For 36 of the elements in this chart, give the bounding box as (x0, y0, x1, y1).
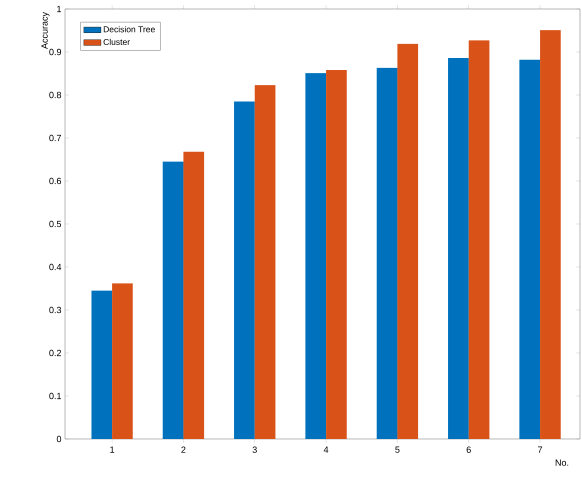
bar (183, 152, 204, 439)
bar (468, 40, 490, 439)
bar (376, 68, 398, 439)
bar (112, 283, 133, 439)
y-tick-label: 0 (56, 436, 62, 442)
bar (519, 60, 540, 439)
y-tick-label: 0.4 (49, 264, 62, 270)
y-tick-label: 0.7 (49, 134, 62, 142)
bar (234, 101, 255, 439)
x-tick-label: 3 (252, 446, 257, 453)
bar (254, 85, 276, 439)
y-axis-title: Accuracy (41, 12, 50, 49)
x-axis-title: No. (556, 460, 568, 466)
bar (91, 290, 112, 439)
bar (397, 44, 418, 439)
x-tick-label: 7 (538, 446, 542, 453)
x-tick-label: 1 (110, 446, 114, 453)
y-tick-label: 0.1 (49, 392, 62, 400)
legend-label: Cluster (104, 38, 130, 45)
x-tick-label: 5 (395, 446, 400, 453)
x-tick-label: 2 (181, 446, 186, 453)
bar (540, 30, 561, 439)
y-tick-label: 1 (57, 6, 62, 12)
bar (305, 73, 326, 439)
legend-label: Decision Tree (104, 26, 155, 32)
bar (162, 162, 184, 439)
y-tick-label: 0.3 (49, 306, 62, 314)
y-tick-label: 0.2 (49, 350, 62, 356)
y-tick-label: 0.5 (49, 220, 62, 228)
y-tick-label: 0.8 (49, 92, 62, 98)
x-tick-label: 4 (324, 446, 328, 453)
y-tick-label: 0.6 (49, 178, 62, 184)
y-tick-label: 0.9 (49, 48, 62, 56)
bar (326, 70, 347, 439)
bar (448, 58, 469, 439)
x-tick-label: 6 (466, 446, 471, 453)
